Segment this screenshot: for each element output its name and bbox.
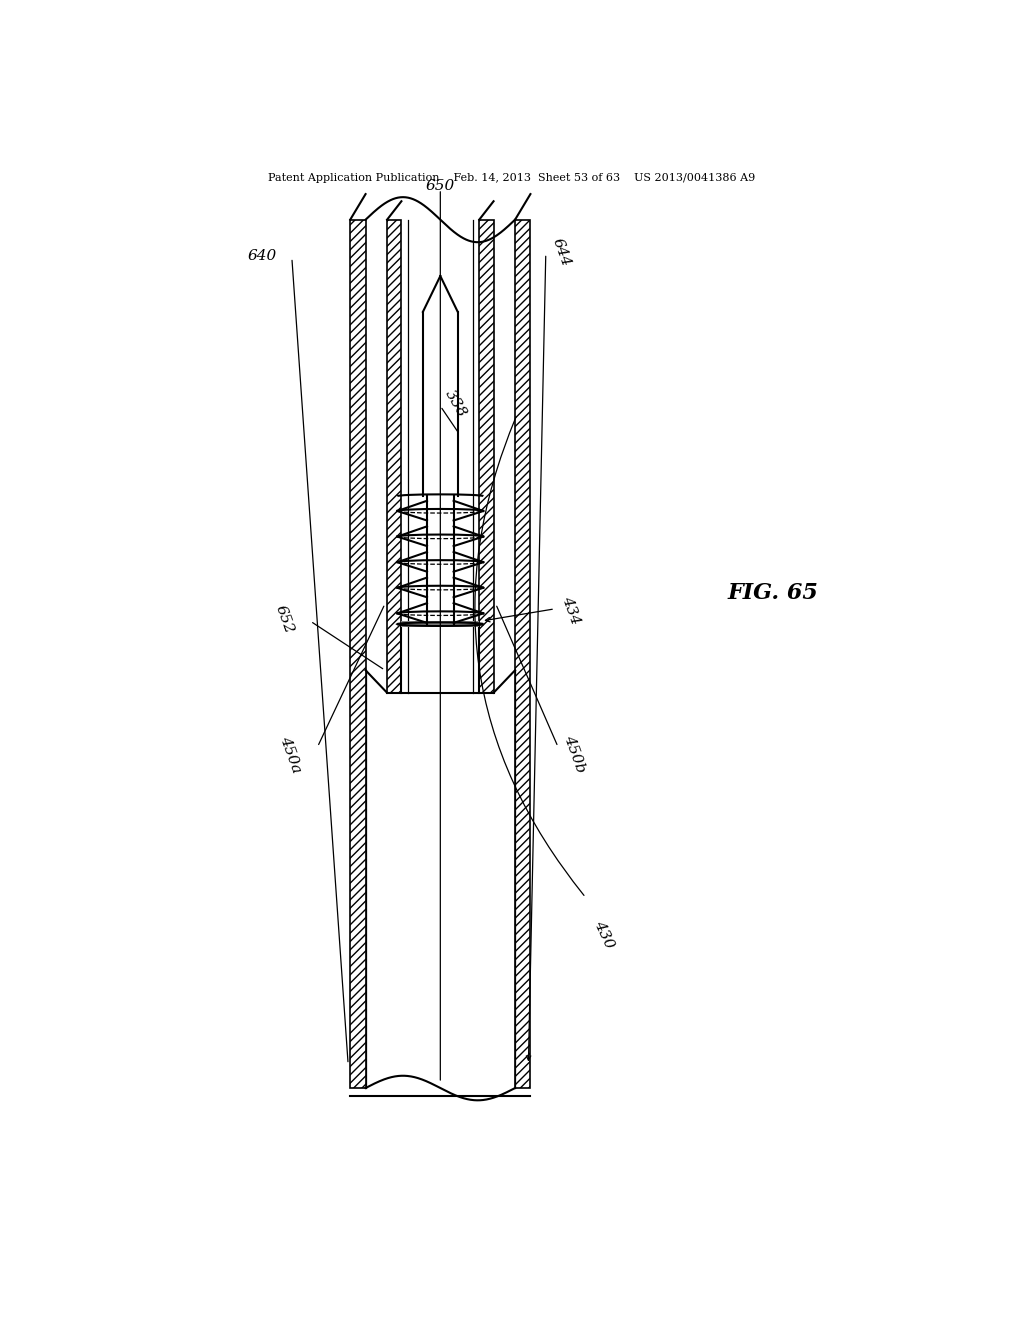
- Text: 640: 640: [247, 248, 276, 263]
- Bar: [350, 219, 366, 1088]
- Text: 450a: 450a: [276, 734, 303, 775]
- Text: 430: 430: [591, 917, 615, 950]
- Text: 644: 644: [550, 236, 573, 268]
- Bar: [401, 622, 479, 627]
- Text: 338: 338: [442, 388, 469, 420]
- Text: 434: 434: [559, 595, 583, 627]
- Text: 450b: 450b: [561, 734, 588, 775]
- Bar: [387, 219, 401, 693]
- Text: 650: 650: [426, 180, 455, 193]
- Text: Patent Application Publication    Feb. 14, 2013  Sheet 53 of 63    US 2013/00413: Patent Application Publication Feb. 14, …: [268, 173, 756, 182]
- Text: FIG. 65: FIG. 65: [727, 582, 818, 605]
- Bar: [479, 219, 494, 693]
- Bar: [515, 219, 530, 1088]
- Text: 652: 652: [272, 603, 296, 635]
